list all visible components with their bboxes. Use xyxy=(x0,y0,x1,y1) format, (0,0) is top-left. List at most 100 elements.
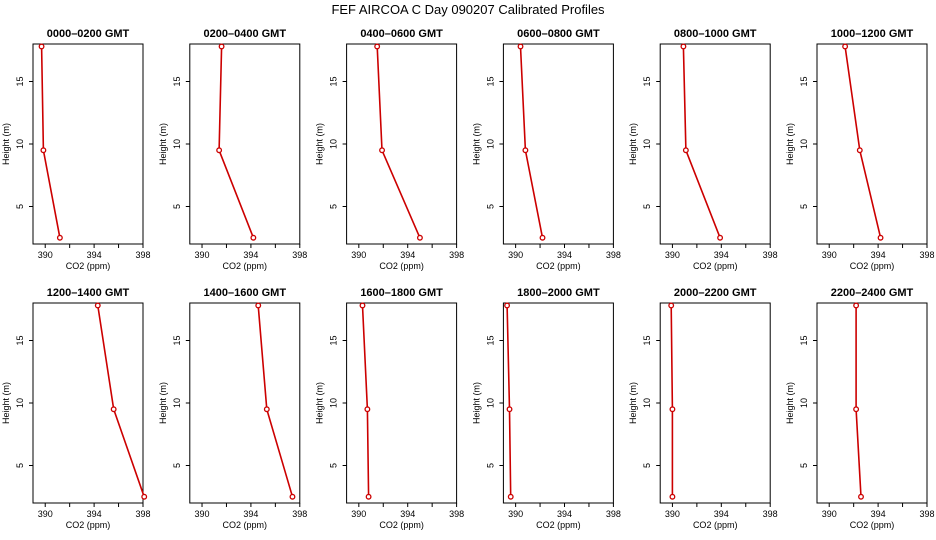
series-line xyxy=(670,305,674,497)
x-axis-label: CO2 (ppm) xyxy=(536,261,581,271)
data-point xyxy=(853,406,860,413)
x-axis-label: CO2 (ppm) xyxy=(693,261,738,271)
x-axis-label: CO2 (ppm) xyxy=(850,261,895,271)
plot-frame xyxy=(502,302,614,504)
data-point xyxy=(364,406,371,413)
y-tick-label: 5 xyxy=(172,463,182,468)
series-line xyxy=(682,46,721,239)
data-point xyxy=(255,302,262,309)
panel-title: 1400–1600 GMT xyxy=(204,287,287,299)
x-tick-label: 390 xyxy=(195,509,210,519)
data-point xyxy=(216,147,223,154)
y-tick-label: 5 xyxy=(172,204,182,209)
data-point xyxy=(522,147,529,154)
data-point xyxy=(856,147,863,154)
data-point xyxy=(250,234,257,241)
y-tick-label: 15 xyxy=(642,76,652,86)
y-tick-label: 5 xyxy=(15,463,25,468)
data-point xyxy=(365,493,372,500)
series-line xyxy=(218,46,255,239)
panel-title: 2200–2400 GMT xyxy=(831,287,914,299)
data-point xyxy=(263,406,270,413)
data-point xyxy=(359,302,366,309)
panel-title: 0000–0200 GMT xyxy=(47,28,130,40)
x-axis-label: CO2 (ppm) xyxy=(379,261,424,271)
x-tick-label: 390 xyxy=(665,509,680,519)
x-tick-label: 390 xyxy=(351,509,366,519)
y-tick-label: 10 xyxy=(642,139,652,149)
y-axis-label: Height (m) xyxy=(785,123,795,165)
data-point xyxy=(517,43,524,50)
data-point xyxy=(539,234,546,241)
x-axis-label: CO2 (ppm) xyxy=(66,520,111,530)
series-line xyxy=(855,305,862,497)
y-axis-label: Height (m) xyxy=(628,123,638,165)
data-point xyxy=(506,406,513,413)
plot-frame xyxy=(816,302,928,504)
y-axis-label: Height (m) xyxy=(1,382,11,424)
x-tick-label: 390 xyxy=(351,250,366,260)
y-axis-label: Height (m) xyxy=(158,123,168,165)
data-point xyxy=(853,302,860,309)
y-axis-label: Height (m) xyxy=(471,382,481,424)
series-line xyxy=(361,305,370,497)
figure-title: FEF AIRCOA C Day 090207 Calibrated Profi… xyxy=(331,2,605,17)
x-tick-label: 394 xyxy=(557,250,572,260)
y-tick-label: 5 xyxy=(799,204,809,209)
y-tick-label: 15 xyxy=(172,335,182,345)
panel-title: 0400–0600 GMT xyxy=(360,28,443,40)
plot-frame xyxy=(659,43,771,245)
x-tick-label: 398 xyxy=(606,250,621,260)
y-tick-label: 5 xyxy=(15,204,25,209)
data-point xyxy=(669,493,676,500)
y-tick-label: 15 xyxy=(799,76,809,86)
profile-panel: 2000–2200 GMT 390 394 398 5 10 15 CO2 (ppm) Heig… xyxy=(628,287,778,530)
y-tick-label: 10 xyxy=(485,139,495,149)
panel-title: 1600–1800 GMT xyxy=(360,287,443,299)
profile-panel: 1400–1600 GMT 390 394 398 5 10 15 CO2 (ppm) Heig… xyxy=(158,287,308,530)
y-tick-label: 5 xyxy=(485,463,495,468)
y-tick-label: 15 xyxy=(799,335,809,345)
y-tick-label: 15 xyxy=(485,335,495,345)
y-tick-label: 10 xyxy=(329,139,339,149)
y-tick-label: 10 xyxy=(15,398,25,408)
x-tick-label: 394 xyxy=(243,250,258,260)
x-tick-label: 390 xyxy=(508,509,523,519)
x-tick-label: 390 xyxy=(195,250,210,260)
x-tick-label: 398 xyxy=(606,509,621,519)
x-tick-label: 394 xyxy=(87,250,102,260)
data-point xyxy=(668,302,675,309)
y-tick-label: 10 xyxy=(329,398,339,408)
x-tick-label: 398 xyxy=(449,250,464,260)
profile-panel: 0600–0800 GMT 390 394 398 5 10 15 CO2 (ppm) Heig… xyxy=(471,28,621,271)
data-point xyxy=(842,43,849,50)
x-tick-label: 394 xyxy=(714,509,729,519)
y-tick-label: 15 xyxy=(172,76,182,86)
x-tick-label: 390 xyxy=(665,250,680,260)
x-axis-label: CO2 (ppm) xyxy=(223,520,268,530)
y-tick-label: 10 xyxy=(799,398,809,408)
plot-frame xyxy=(189,302,301,504)
data-point xyxy=(40,147,47,154)
series-line xyxy=(519,46,544,238)
y-tick-label: 5 xyxy=(642,204,652,209)
y-tick-label: 10 xyxy=(15,139,25,149)
profile-panel: 0000–0200 GMT 390 394 398 5 10 15 CO2 (ppm) Heig… xyxy=(1,28,151,271)
profile-panel: 2200–2400 GMT 390 394 398 5 10 15 CO2 (ppm) Heig… xyxy=(785,287,935,530)
x-axis-label: CO2 (ppm) xyxy=(66,261,111,271)
x-tick-label: 398 xyxy=(449,509,464,519)
plot-frame xyxy=(346,43,458,245)
y-tick-label: 10 xyxy=(172,139,182,149)
data-point xyxy=(717,234,724,241)
y-tick-label: 15 xyxy=(15,76,25,86)
y-tick-label: 15 xyxy=(329,76,339,86)
x-tick-label: 398 xyxy=(135,250,150,260)
x-tick-label: 394 xyxy=(557,509,572,519)
y-tick-label: 10 xyxy=(485,398,495,408)
panel-title: 0200–0400 GMT xyxy=(204,28,287,40)
x-tick-label: 398 xyxy=(919,509,934,519)
y-axis-label: Height (m) xyxy=(628,382,638,424)
panel-title: 1800–2000 GMT xyxy=(517,287,600,299)
panel-title: 0600–0800 GMT xyxy=(517,28,600,40)
